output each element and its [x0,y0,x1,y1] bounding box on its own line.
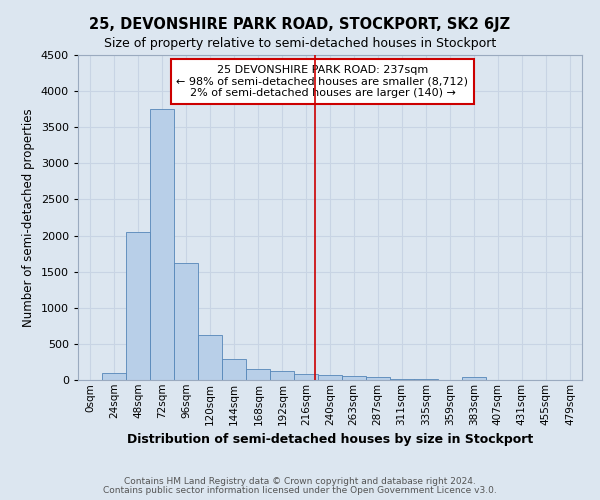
Bar [319,374,341,380]
Text: Contains HM Land Registry data © Crown copyright and database right 2024.: Contains HM Land Registry data © Crown c… [124,477,476,486]
Bar [102,373,126,380]
Bar [174,263,198,380]
Text: 25 DEVONSHIRE PARK ROAD: 237sqm
← 98% of semi-detached houses are smaller (8,712: 25 DEVONSHIRE PARK ROAD: 237sqm ← 98% of… [176,64,469,98]
Text: Contains public sector information licensed under the Open Government Licence v3: Contains public sector information licen… [103,486,497,495]
Text: 25, DEVONSHIRE PARK ROAD, STOCKPORT, SK2 6JZ: 25, DEVONSHIRE PARK ROAD, STOCKPORT, SK2… [89,18,511,32]
Text: Size of property relative to semi-detached houses in Stockport: Size of property relative to semi-detach… [104,38,496,51]
Bar [341,376,365,380]
Bar [462,377,486,380]
Y-axis label: Number of semi-detached properties: Number of semi-detached properties [22,108,35,327]
Bar [126,232,150,380]
X-axis label: Distribution of semi-detached houses by size in Stockport: Distribution of semi-detached houses by … [127,433,533,446]
Bar [222,359,247,380]
Bar [389,378,413,380]
Bar [271,372,295,380]
Bar [365,378,389,380]
Bar [247,369,271,380]
Bar [150,109,174,380]
Bar [198,334,222,380]
Bar [295,374,319,380]
